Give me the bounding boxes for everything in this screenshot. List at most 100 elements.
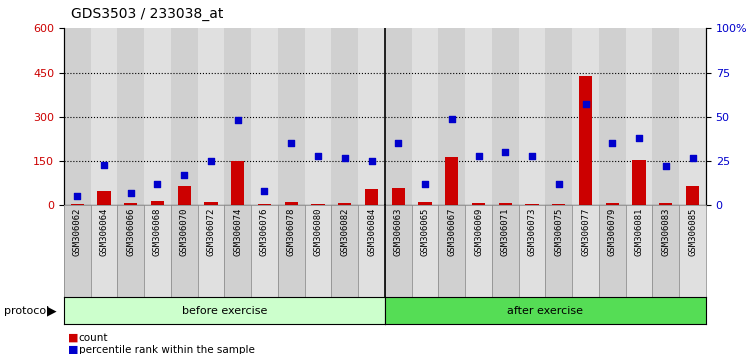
Point xyxy=(98,162,110,167)
Point xyxy=(686,155,698,160)
Bar xyxy=(91,28,117,205)
Bar xyxy=(124,203,137,205)
Point xyxy=(366,158,378,164)
Text: GSM306084: GSM306084 xyxy=(367,208,376,256)
Point xyxy=(232,118,244,123)
Text: GSM306082: GSM306082 xyxy=(340,208,349,256)
Bar xyxy=(198,28,225,205)
Point xyxy=(285,141,297,146)
Text: GSM306071: GSM306071 xyxy=(501,208,510,256)
Text: GSM306068: GSM306068 xyxy=(153,208,162,256)
Bar xyxy=(305,28,331,205)
Bar xyxy=(171,28,198,205)
Bar xyxy=(285,202,298,205)
Bar xyxy=(472,203,485,205)
Bar xyxy=(519,28,545,205)
Text: GSM306080: GSM306080 xyxy=(313,208,322,256)
Text: GSM306081: GSM306081 xyxy=(635,208,644,256)
Text: GSM306085: GSM306085 xyxy=(688,208,697,256)
Bar xyxy=(225,28,251,205)
Bar xyxy=(579,75,593,205)
Bar xyxy=(258,204,271,205)
Bar xyxy=(552,204,566,205)
Text: ▶: ▶ xyxy=(47,304,57,317)
Bar xyxy=(679,28,706,205)
Bar xyxy=(365,189,379,205)
Bar xyxy=(686,186,699,205)
Text: GSM306067: GSM306067 xyxy=(448,208,457,256)
Bar xyxy=(64,28,91,205)
Point xyxy=(258,188,270,194)
Bar xyxy=(204,202,218,205)
Text: ■: ■ xyxy=(68,333,78,343)
Bar xyxy=(117,28,144,205)
Text: GSM306073: GSM306073 xyxy=(527,208,536,256)
Point xyxy=(419,181,431,187)
Text: GSM306065: GSM306065 xyxy=(421,208,430,256)
Bar xyxy=(331,28,358,205)
Text: GDS3503 / 233038_at: GDS3503 / 233038_at xyxy=(71,7,224,21)
Bar xyxy=(632,160,646,205)
Bar xyxy=(653,28,679,205)
Bar xyxy=(572,28,599,205)
Point xyxy=(553,181,565,187)
Bar xyxy=(605,203,619,205)
Bar xyxy=(526,204,538,205)
Text: GSM306083: GSM306083 xyxy=(662,208,671,256)
Bar xyxy=(492,28,519,205)
Text: count: count xyxy=(79,333,108,343)
Bar xyxy=(71,204,84,205)
Bar xyxy=(144,28,170,205)
Point xyxy=(312,153,324,159)
Bar xyxy=(391,188,405,205)
Text: GSM306078: GSM306078 xyxy=(287,208,296,256)
Point xyxy=(392,141,404,146)
Bar xyxy=(626,28,653,205)
Point xyxy=(152,181,164,187)
Point xyxy=(178,172,190,178)
Bar xyxy=(499,202,512,205)
Bar xyxy=(231,161,244,205)
Bar xyxy=(439,28,465,205)
Point xyxy=(526,153,538,159)
Point xyxy=(633,135,645,141)
Text: GSM306063: GSM306063 xyxy=(394,208,403,256)
Text: GSM306064: GSM306064 xyxy=(99,208,108,256)
Text: GSM306069: GSM306069 xyxy=(474,208,483,256)
Bar xyxy=(98,190,110,205)
Text: GSM306066: GSM306066 xyxy=(126,208,135,256)
Text: GSM306072: GSM306072 xyxy=(207,208,216,256)
Point xyxy=(660,164,672,169)
Bar xyxy=(251,28,278,205)
Point xyxy=(580,102,592,107)
Point xyxy=(205,158,217,164)
Text: GSM306070: GSM306070 xyxy=(179,208,189,256)
Bar xyxy=(418,202,432,205)
Text: protocol: protocol xyxy=(4,306,49,316)
Text: GSM306077: GSM306077 xyxy=(581,208,590,256)
Text: before exercise: before exercise xyxy=(182,306,267,316)
Bar xyxy=(599,28,626,205)
Text: after exercise: after exercise xyxy=(508,306,584,316)
Point xyxy=(71,194,83,199)
Bar xyxy=(151,201,164,205)
Bar xyxy=(545,28,572,205)
Bar xyxy=(465,28,492,205)
Bar xyxy=(312,204,324,205)
Bar xyxy=(358,28,385,205)
Bar xyxy=(659,203,672,205)
Point xyxy=(339,155,351,160)
Text: ■: ■ xyxy=(68,345,78,354)
Text: percentile rank within the sample: percentile rank within the sample xyxy=(79,345,255,354)
Text: GSM306076: GSM306076 xyxy=(260,208,269,256)
Text: GSM306075: GSM306075 xyxy=(554,208,563,256)
Point xyxy=(606,141,618,146)
Bar xyxy=(177,186,191,205)
Bar xyxy=(385,28,412,205)
Point xyxy=(499,149,511,155)
Point xyxy=(472,153,484,159)
Text: GSM306074: GSM306074 xyxy=(234,208,243,256)
Bar xyxy=(445,156,458,205)
Point xyxy=(125,190,137,196)
Bar xyxy=(338,203,351,205)
